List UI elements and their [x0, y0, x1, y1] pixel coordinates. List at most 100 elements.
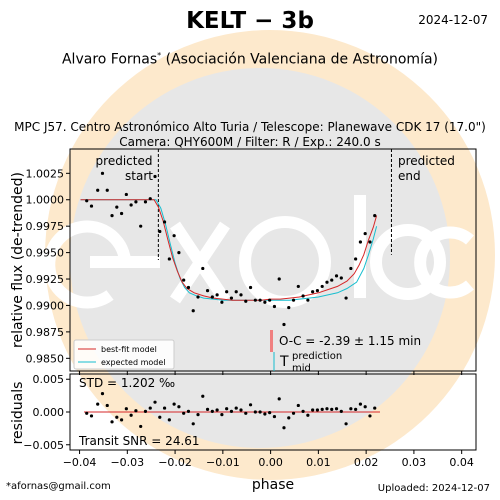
data-point — [311, 290, 315, 294]
x-tick-label: 0.04 — [449, 456, 474, 469]
residual-point — [143, 409, 148, 413]
residual-point — [229, 409, 234, 413]
x-axis-label: phase — [252, 477, 294, 493]
main-y-tick-label: 0.9850 — [26, 352, 65, 365]
residual-point — [167, 418, 171, 422]
data-point — [129, 203, 133, 207]
data-point — [244, 299, 248, 303]
oc-bar — [270, 330, 273, 352]
residual-point — [330, 407, 334, 411]
residual-point — [311, 408, 315, 412]
t-mid-symbol: T — [279, 354, 289, 370]
main-y-tick-label: 0.9875 — [26, 326, 65, 339]
residual-point — [105, 403, 109, 408]
watermark-letter-c — [414, 226, 474, 299]
x-tick-label: −0.02 — [158, 456, 192, 469]
data-point — [263, 300, 267, 304]
residuals-y-axis: −0.005 0.000 0.005 — [23, 373, 70, 452]
observation-date: 2024-12-07 — [418, 13, 488, 27]
residuals-y-tick-label: 0.005 — [33, 373, 65, 386]
residual-point — [119, 418, 124, 422]
legend-expected-label: expected model — [101, 358, 166, 367]
residual-point — [315, 408, 320, 412]
residual-point — [134, 409, 138, 413]
legend-box — [73, 339, 175, 370]
residual-point — [100, 392, 105, 396]
data-point — [205, 289, 210, 293]
residual-point — [210, 409, 214, 413]
residual-point — [358, 402, 363, 406]
x-tick-label: 0.01 — [306, 456, 331, 469]
legend-best-fit-label: best-fit model — [101, 345, 157, 354]
residual-point — [248, 403, 253, 407]
residual-point — [225, 407, 229, 411]
residual-point — [220, 413, 224, 417]
residual-point — [334, 407, 339, 411]
snr-label: Transit SNR = 24.61 — [78, 434, 200, 448]
residual-point — [306, 413, 310, 417]
residual-point — [129, 413, 133, 417]
data-point — [225, 290, 229, 294]
data-point — [158, 229, 162, 234]
data-point — [148, 197, 152, 201]
residual-point — [263, 412, 267, 416]
main-y-tick-label: 1.0025 — [26, 167, 65, 180]
data-point — [344, 296, 348, 300]
main-plot-frame — [69, 148, 477, 372]
residual-point — [215, 408, 219, 412]
observer-line: Alvaro Fornas* (Asociación Valenciana de… — [0, 51, 500, 68]
residual-point — [115, 415, 119, 419]
light-curve-panel: 0.9850 0.9875 0.9900 0.9925 0.9950 0.9975 1.00… — [10, 148, 477, 375]
residual-point — [153, 400, 157, 404]
data-point — [196, 295, 200, 299]
residual-point — [89, 414, 94, 418]
residual-point — [239, 408, 243, 412]
data-point — [119, 211, 124, 216]
residual-point — [177, 405, 181, 409]
residual-point — [320, 407, 324, 411]
residuals-y-tick-label: 0.000 — [33, 406, 65, 419]
residuals-x-axis: −0.04 −0.03 −0.02 −0.01 0.00 0.01 0.02 0.03 0.04 — [63, 450, 474, 469]
watermark-letter-o2 — [370, 224, 446, 300]
main-y-tick-label: 0.9950 — [26, 247, 65, 260]
residual-point — [234, 406, 238, 410]
watermark-letters — [43, 195, 474, 309]
residual-point — [196, 413, 200, 417]
data-point — [354, 257, 358, 261]
data-point — [201, 266, 205, 271]
residual-point — [205, 407, 210, 411]
watermark-letter-o — [239, 216, 331, 308]
data-point — [258, 298, 262, 302]
residual-point — [139, 424, 143, 429]
main-y-tick-label: 1.0000 — [26, 194, 65, 207]
predicted-start-label-2: start — [125, 169, 153, 183]
residual-point — [186, 409, 191, 413]
watermark-letter-x — [170, 221, 230, 304]
data-point — [105, 188, 109, 192]
data-point — [287, 305, 291, 310]
data-point — [239, 293, 243, 297]
main-y-tick-label: 0.9925 — [26, 273, 65, 286]
residual-point — [182, 411, 186, 415]
residual-point — [191, 422, 195, 426]
residual-point — [325, 407, 329, 411]
watermark-letter-e — [43, 220, 160, 309]
expected-model-line — [80, 199, 378, 301]
main-y-axis-label: relative flux (de-trended) — [10, 172, 26, 348]
residual-point — [296, 403, 300, 408]
data-point — [124, 192, 128, 197]
residual-point — [349, 407, 353, 411]
t-mid-subscript: mid — [292, 363, 311, 374]
data-point — [315, 289, 320, 293]
data-point — [177, 251, 181, 255]
residual-point — [282, 426, 286, 430]
data-point — [139, 224, 143, 228]
residual-point — [301, 409, 305, 413]
data-point — [368, 240, 372, 244]
x-tick-label: −0.01 — [206, 456, 240, 469]
camera-line: Camera: QHY600M / Filter: R / Exp.: 240.… — [119, 135, 381, 149]
residual-point — [344, 422, 348, 426]
residual-point — [277, 397, 281, 401]
data-point — [96, 188, 100, 192]
data-point — [162, 220, 167, 224]
